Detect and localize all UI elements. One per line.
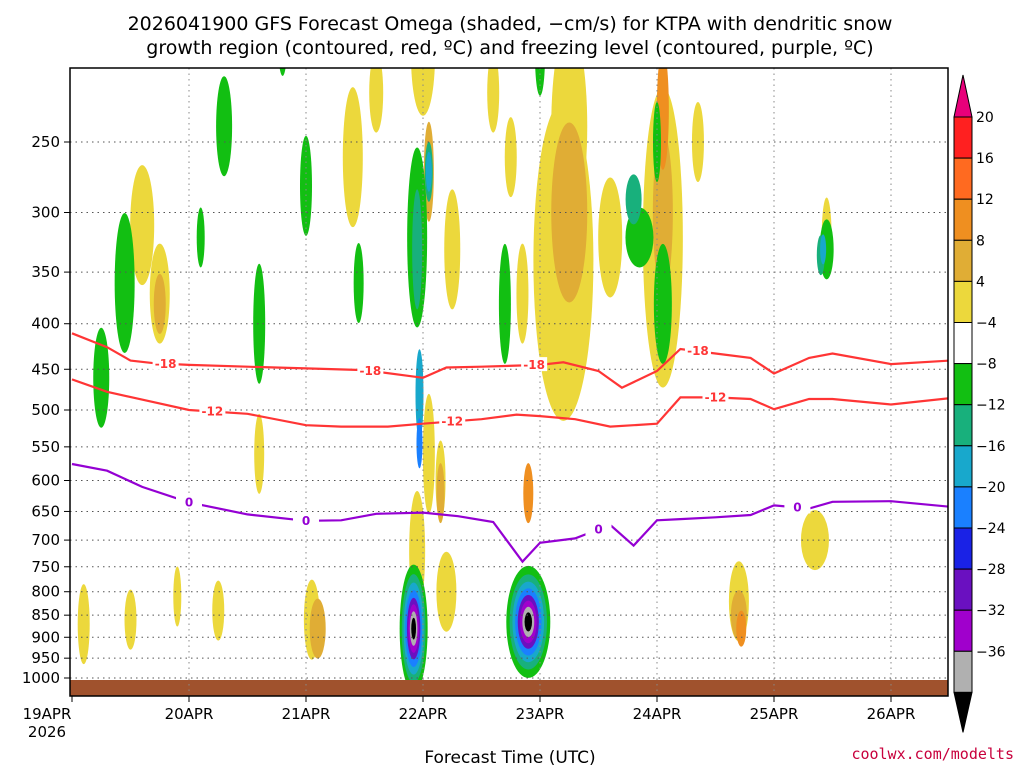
colorbar-label: −36 [976, 644, 1006, 660]
colorbar-label: 8 [976, 233, 985, 249]
colorbar-label: 4 [976, 274, 985, 290]
contour-zero [71, 462, 948, 564]
contour-label-neg12: -12 [705, 390, 727, 404]
colorbar-swatch [953, 527, 973, 570]
contour-label-neg18: -18 [155, 357, 177, 371]
contour-label-zero: 0 [185, 495, 193, 509]
contour-label-zero: 0 [302, 514, 310, 528]
colorbar-swatch [953, 239, 973, 282]
y-tick-label: 750 [31, 558, 60, 576]
y-tick-label: 400 [31, 315, 60, 333]
colorbar-swatch [953, 486, 973, 529]
colorbar: 20 16 12 8 4 −4 −8 −12 −16 −20 −24 −28 −32 −36 [953, 74, 1006, 733]
x-tick-label: 25APR [750, 705, 799, 723]
y-tick-label: 550 [31, 438, 60, 456]
contour-label-zero: 0 [793, 500, 801, 514]
y-tick-label: 950 [31, 649, 60, 667]
temperature-contours: -18 -18 -18 -18 -12 -12 -12 0 0 0 0 [71, 332, 948, 564]
colorbar-swatch [953, 322, 973, 365]
x-tick-label: 19APR [23, 705, 72, 723]
colorbar-swatch [953, 650, 973, 693]
omega-shading [77, 68, 834, 693]
y-tick-label: 300 [31, 203, 60, 221]
x-tick-label: 20APR [165, 705, 214, 723]
y-tick-label: 1000 [22, 669, 60, 687]
contour-label-neg18: -18 [687, 344, 709, 358]
y-tick-label: 650 [31, 502, 60, 520]
plot-area: -18 -18 -18 -18 -12 -12 -12 0 0 0 0 [70, 68, 948, 696]
contour-label-neg18: -18 [523, 358, 545, 372]
x-tick-label: 23APR [516, 705, 565, 723]
colorbar-label: −20 [976, 480, 1006, 496]
credit-text: coolwx.com/modelts [851, 745, 1014, 763]
x-tick-label: 22APR [399, 705, 448, 723]
chart-title-line-2: growth region (contoured, red, ºC) and f… [146, 37, 873, 59]
contour-label-neg12: -12 [202, 405, 224, 419]
colorbar-label: 16 [976, 151, 994, 167]
y-tick-label: 700 [31, 531, 60, 549]
colorbar-swatch [953, 404, 973, 447]
colorbar-swatch [953, 363, 973, 406]
colorbar-label: −12 [976, 398, 1006, 414]
x-axis-year: 2026 [28, 723, 66, 741]
colorbar-label: −28 [976, 562, 1006, 578]
y-tick-label: 250 [31, 133, 60, 151]
contour-neg18 [71, 332, 948, 389]
colorbar-swatch [953, 568, 973, 611]
colorbar-swatch [953, 609, 973, 652]
contour-label-neg12: -12 [441, 414, 463, 428]
y-tick-label: 850 [31, 606, 60, 624]
ground-terrain [70, 680, 948, 696]
colorbar-label: 20 [976, 110, 994, 126]
colorbar-swatch [953, 280, 973, 323]
time-axis: 19APR 20APR 21APR 22APR 23APR 24APR 25APR 26APR [23, 696, 916, 723]
x-tick-label: 26APR [867, 705, 916, 723]
colorbar-swatch [953, 116, 973, 159]
colorbar-label: −8 [976, 357, 997, 373]
x-tick-label: 24APR [633, 705, 682, 723]
chart-title-line-1: 2026041900 GFS Forecast Omega (shaded, −… [128, 13, 893, 35]
contour-neg12 [71, 378, 948, 428]
y-tick-label: 600 [31, 471, 60, 489]
colorbar-label: −16 [976, 439, 1006, 455]
colorbar-label: −4 [976, 316, 997, 332]
plot-frame [69, 67, 949, 697]
colorbar-label: 12 [976, 192, 994, 208]
colorbar-swatch [953, 445, 973, 488]
colorbar-swatch [953, 157, 973, 200]
contour-label-neg18: -18 [360, 364, 382, 378]
y-tick-label: 350 [31, 263, 60, 281]
colorbar-label: −32 [976, 603, 1006, 619]
colorbar-label: −24 [976, 521, 1006, 537]
pressure-axis: 250 300 350 400 450 500 550 600 650 700 750 800 850 9… [22, 133, 70, 687]
colorbar-swatch [953, 198, 973, 241]
y-tick-label: 800 [31, 583, 60, 601]
x-axis-label: Forecast Time (UTC) [424, 748, 595, 768]
x-tick-label: 21APR [282, 705, 331, 723]
contour-label-zero: 0 [594, 522, 602, 536]
y-tick-label: 900 [31, 628, 60, 646]
y-tick-label: 500 [31, 401, 60, 419]
y-tick-label: 450 [31, 360, 60, 378]
